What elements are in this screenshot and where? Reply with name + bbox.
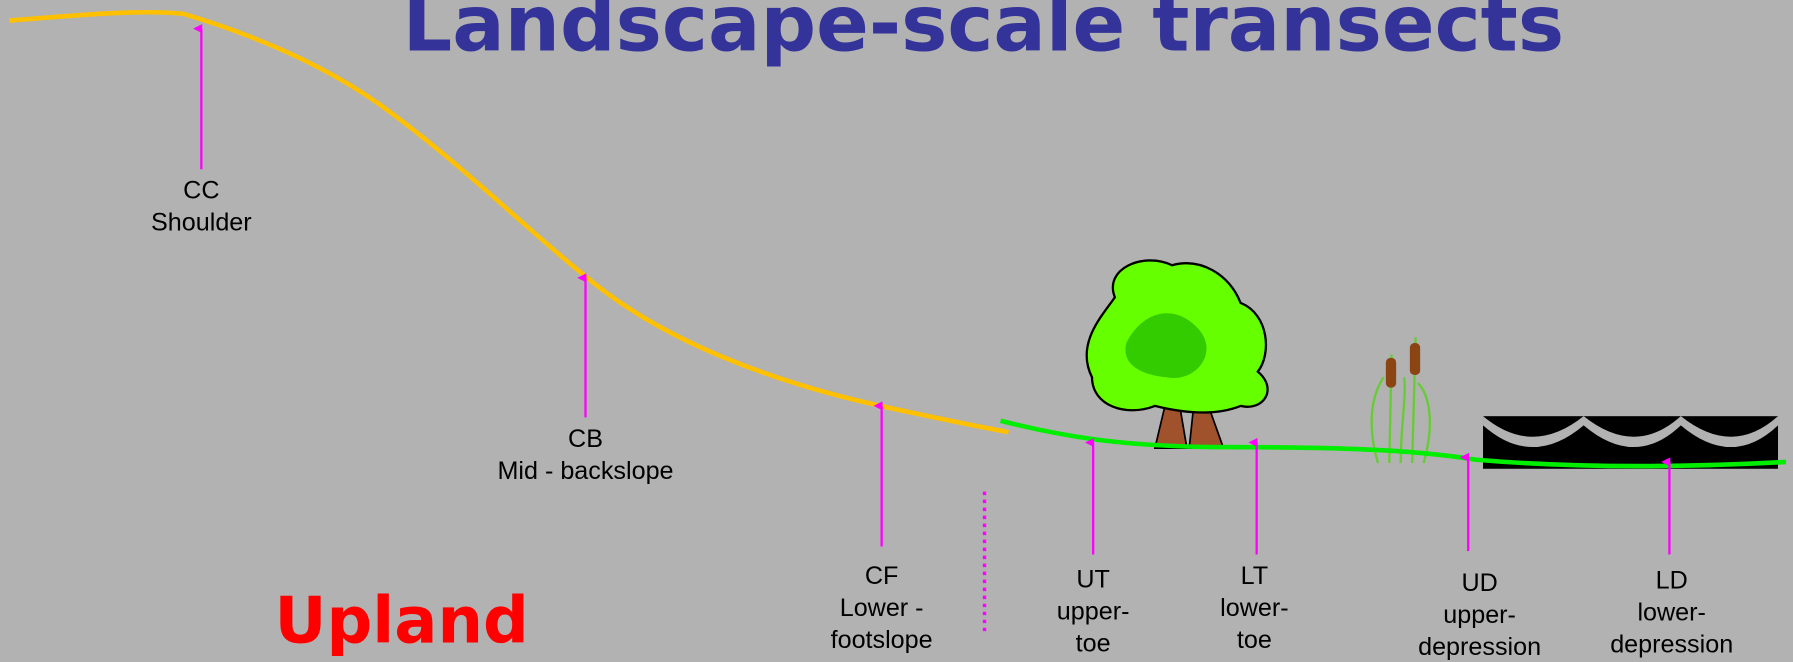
water xyxy=(1483,416,1779,469)
title: Landscape-scale transects xyxy=(403,0,1564,69)
position-label: depression xyxy=(1610,631,1733,659)
position-label: upper- xyxy=(1057,597,1130,625)
position-label: Mid - backslope xyxy=(497,457,673,485)
position-label: Shoulder xyxy=(151,209,252,237)
region-label: Upland xyxy=(275,585,529,659)
position-label: LT xyxy=(1241,562,1268,590)
position-label: Lower - xyxy=(840,594,924,622)
position-label: LD xyxy=(1656,567,1688,595)
position-label: lower- xyxy=(1220,594,1288,622)
position-label: CB xyxy=(568,425,603,453)
lowland-profile xyxy=(999,418,1787,469)
position-label: footslope xyxy=(831,626,933,654)
position-label: depression xyxy=(1418,633,1541,661)
position-label: UD xyxy=(1461,569,1497,597)
position-label: toe xyxy=(1076,629,1111,657)
position-label: UT xyxy=(1076,565,1110,593)
position-label: CC xyxy=(183,177,219,205)
position-label: lower- xyxy=(1637,599,1705,627)
tree xyxy=(1085,259,1269,450)
position-label: toe xyxy=(1237,626,1272,654)
cattails xyxy=(1370,337,1431,464)
position-label: CF xyxy=(865,562,899,590)
position-label: upper- xyxy=(1443,601,1516,629)
